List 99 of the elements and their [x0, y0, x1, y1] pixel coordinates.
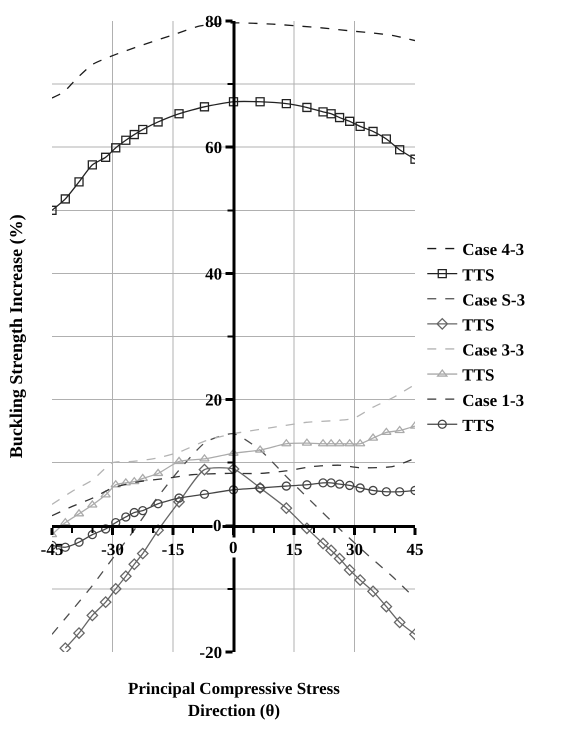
point: [356, 122, 365, 132]
point: [334, 552, 346, 564]
point: [100, 596, 112, 608]
point: [138, 124, 148, 134]
point: [153, 499, 163, 508]
point: [354, 574, 366, 586]
point: [380, 600, 392, 612]
x-tick-label: 30: [346, 540, 363, 560]
point: [136, 548, 149, 560]
y-tick-label: 60: [205, 138, 222, 158]
point: [130, 130, 139, 140]
point: [87, 500, 98, 508]
point: [382, 134, 392, 144]
point: [302, 102, 312, 112]
x-tick-label: -45: [40, 540, 64, 560]
point: [73, 627, 85, 639]
point: [153, 117, 163, 127]
point: [200, 102, 210, 112]
point: [120, 570, 132, 582]
point: [326, 109, 336, 118]
point: [110, 583, 122, 595]
x-tick-label: 15: [286, 540, 302, 560]
x-tick-label: 45: [406, 540, 424, 560]
point: [282, 481, 291, 491]
point: [367, 586, 379, 598]
point: [86, 610, 98, 622]
point: [301, 522, 313, 534]
point: [59, 642, 72, 652]
x-tick-label: 0: [229, 538, 238, 557]
point: [334, 112, 344, 122]
point: [382, 487, 392, 496]
legend-label: Case 1-3: [462, 390, 524, 410]
point: [111, 143, 120, 152]
point: [60, 194, 70, 204]
point: [302, 438, 312, 446]
legend-label: Case S-3: [462, 290, 526, 310]
point: [345, 480, 354, 490]
point: [228, 485, 238, 494]
point: [120, 478, 132, 486]
point: [368, 486, 378, 496]
point: [334, 480, 344, 489]
y-tick-label: 0: [213, 516, 222, 535]
point: [100, 524, 110, 534]
legend-label: TTS: [462, 366, 494, 385]
point: [228, 97, 238, 106]
x-tick-label: -15: [162, 540, 184, 560]
point: [173, 496, 185, 508]
point: [381, 428, 392, 436]
point: [345, 116, 354, 126]
point: [200, 490, 210, 499]
point: [326, 478, 336, 488]
point: [394, 426, 405, 434]
point: [282, 99, 291, 108]
y-tick-label: 80: [205, 12, 222, 31]
point: [344, 564, 356, 576]
x-axis-title: Principal Compressive Stress Direction (θ): [128, 679, 340, 720]
point: [74, 177, 84, 187]
point: [368, 126, 378, 136]
point: [318, 107, 328, 117]
point: [152, 468, 164, 476]
y-axis-title: Buckling Strength Increase (%): [6, 214, 26, 458]
point: [394, 616, 406, 628]
legend-label: TTS: [462, 265, 494, 284]
x-tick-label: -30: [101, 540, 124, 560]
point: [395, 487, 404, 496]
y-tick-label: 40: [205, 264, 222, 284]
y-tick-label: 20: [205, 390, 222, 410]
point: [129, 476, 140, 484]
legend-label: TTS: [462, 416, 494, 435]
point: [88, 160, 97, 170]
point: [174, 456, 184, 464]
point: [255, 97, 265, 106]
point: [302, 480, 312, 490]
point: [254, 445, 266, 453]
point: [198, 464, 210, 476]
point: [174, 493, 184, 503]
y-tick-label: -20: [199, 642, 222, 662]
point: [174, 109, 184, 118]
point: [74, 538, 84, 547]
point: [317, 538, 329, 550]
point: [356, 483, 365, 493]
legend-label: Case 4-3: [462, 240, 524, 260]
point: [199, 454, 210, 462]
point: [121, 136, 130, 145]
point: [395, 145, 404, 154]
point: [121, 512, 130, 522]
point: [228, 463, 240, 475]
point: [280, 502, 292, 514]
point: [318, 478, 328, 488]
point: [100, 490, 111, 498]
point: [368, 433, 378, 441]
point: [325, 544, 337, 556]
legend-label: Case 3-3: [462, 340, 524, 360]
point: [138, 506, 148, 516]
point: [88, 530, 97, 540]
point: [128, 558, 140, 570]
point: [130, 508, 139, 518]
legend-label: TTS: [462, 315, 494, 334]
point: [100, 152, 110, 162]
